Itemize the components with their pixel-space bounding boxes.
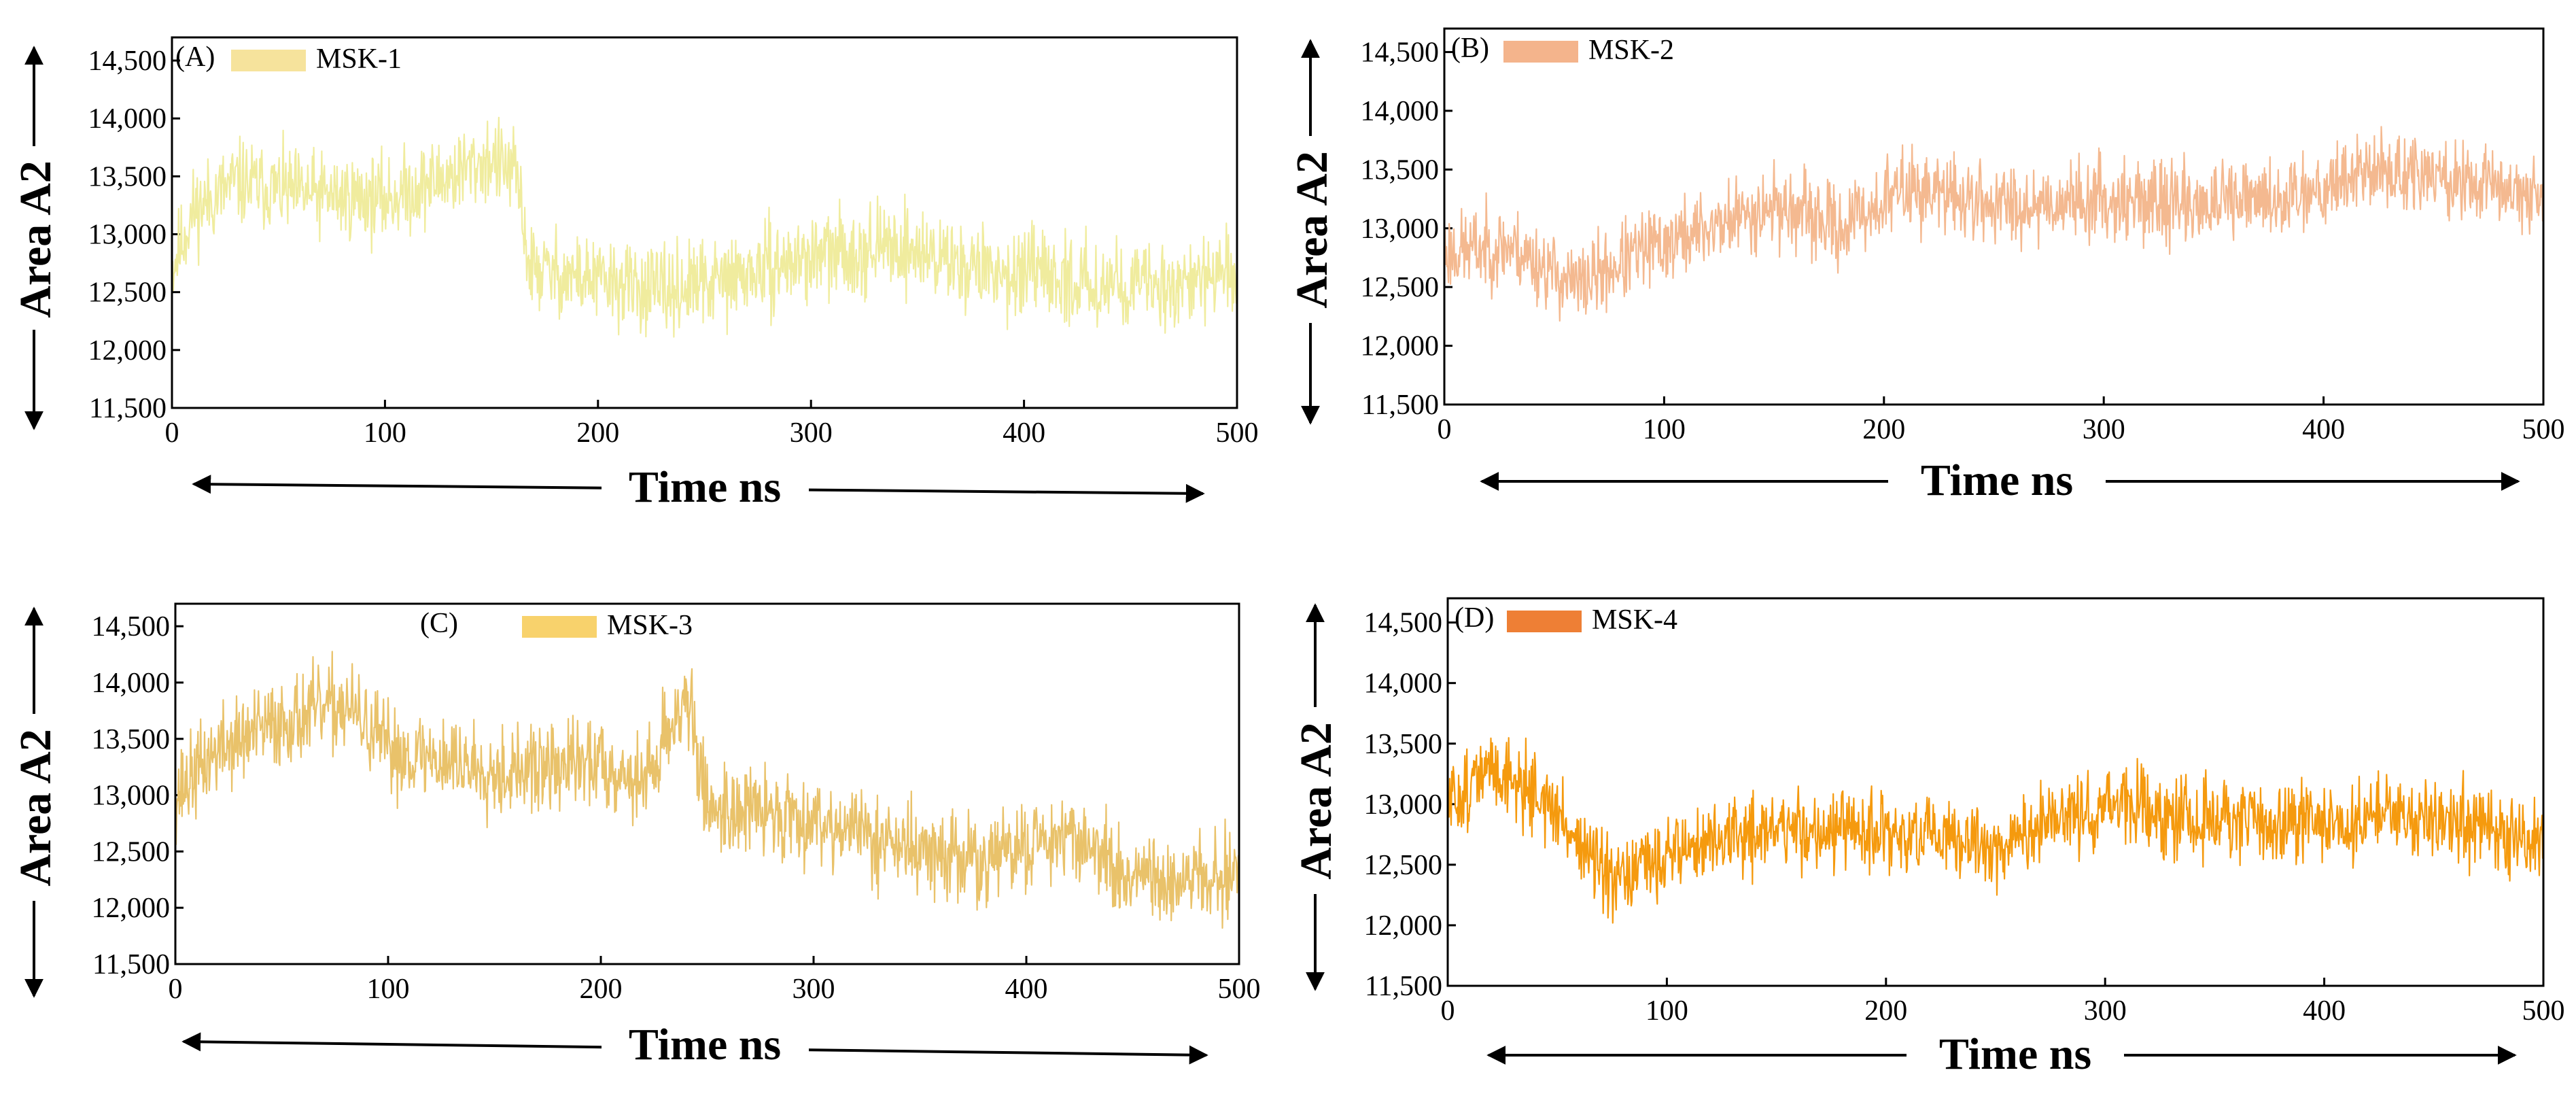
y-tick-label: 12,500: [88, 277, 167, 309]
x-axis-label: Time ns: [1939, 1029, 2091, 1079]
panel-d: Area A2 Time ns 11,500 12,000 12,500 13,000…: [1291, 597, 2565, 1088]
x-tick-label: 300: [2084, 995, 2127, 1027]
y-tick-label: 14,000: [1364, 668, 1443, 700]
panel-a: Area A2 Time ns 11,500 12,000 12,500 13,000…: [11, 36, 1259, 513]
x-tick-label: 0: [165, 417, 179, 449]
y-tick-label: 14,000: [1361, 96, 1440, 127]
y-axis-label: Area A2: [11, 729, 60, 887]
legend-label: MSK-1: [316, 44, 402, 75]
y-axis-label: Area A2: [1291, 722, 1341, 880]
y-tick-label: 13,500: [1364, 729, 1443, 760]
legend-label: MSK-3: [607, 610, 693, 641]
plot-area: [1443, 126, 2545, 322]
y-tick-label: 12,000: [1364, 910, 1443, 942]
legend-swatch: [1507, 611, 1582, 632]
plot-frame: [171, 36, 1238, 409]
legend: (B) MSK-2: [1451, 33, 1674, 66]
x-tick-label: 0: [1438, 414, 1452, 445]
plot-area: [174, 651, 1240, 929]
x-tick-label: 500: [2522, 414, 2565, 445]
legend: (C) MSK-3: [420, 608, 693, 641]
x-tick-label: 400: [1005, 974, 1048, 1005]
x-tick-label: 200: [1862, 414, 1905, 445]
legend-swatch: [522, 616, 597, 638]
plot-frame: [1443, 27, 2545, 406]
legend-swatch: [1503, 41, 1578, 63]
x-tick-label: 500: [1218, 974, 1261, 1005]
plot-frame: [1446, 597, 2545, 987]
y-tick-label: 13,500: [88, 161, 167, 192]
y-tick-label: 14,000: [92, 668, 171, 699]
x-tick-label: 100: [1643, 414, 1686, 445]
series-line: [171, 116, 1238, 338]
y-tick-label: 13,000: [92, 780, 171, 812]
y-tick-label: 12,000: [92, 893, 171, 924]
y-tick-label: 13,500: [1361, 154, 1440, 186]
y-tick-label: 13,000: [1361, 213, 1440, 245]
panel-c: Area A2 Time ns 11,500 12,000 12,500 13,000…: [11, 602, 1261, 1074]
x-tick-label: 200: [580, 974, 623, 1005]
y-axis-label: Area A2: [1287, 151, 1337, 309]
y-tick-label: 14,500: [1361, 37, 1440, 69]
legend: (A) MSK-1: [175, 41, 402, 75]
y-tick-label: 11,500: [1365, 971, 1442, 1002]
x-tick-label: 300: [790, 417, 833, 449]
y-tick-label: 13,500: [92, 724, 171, 755]
panel-tag: (C): [420, 608, 458, 639]
legend-swatch: [231, 50, 306, 71]
y-tick-label: 12,500: [92, 836, 171, 868]
x-axis-label: Time ns: [1921, 456, 2073, 505]
y-tick-label: 14,000: [88, 103, 167, 135]
x-tick-label: 0: [169, 974, 183, 1005]
series-line: [1446, 737, 2545, 924]
y-tick-label: 14,500: [1364, 608, 1443, 639]
x-tick-label: 400: [1003, 417, 1045, 449]
plot-frame: [174, 602, 1240, 965]
y-tick-label: 14,500: [92, 611, 171, 642]
panel-tag: (A): [175, 41, 215, 73]
series-line: [174, 651, 1240, 929]
x-tick-label: 0: [1441, 995, 1455, 1027]
x-tick-label: 100: [1646, 995, 1688, 1027]
x-tick-label: 200: [576, 417, 619, 449]
panel-b: Area A2 Time ns 11,500 12,000 12,500 13,000…: [1287, 27, 2565, 510]
plot-area: [171, 116, 1238, 338]
y-tick-label: 13,000: [88, 220, 167, 251]
x-tick-label: 200: [1864, 995, 1907, 1027]
series-line: [1443, 126, 2545, 322]
y-tick-label: 11,500: [89, 393, 167, 424]
x-tick-label: 500: [1216, 417, 1259, 449]
x-axis-label: Time ns: [629, 1020, 781, 1069]
x-tick-label: 300: [793, 974, 835, 1005]
y-tick-label: 14,500: [88, 46, 167, 77]
x-axis-label: Time ns: [629, 462, 781, 512]
y-tick-label: 12,500: [1361, 272, 1440, 303]
x-tick-label: 400: [2303, 995, 2346, 1027]
x-tick-label: 100: [367, 974, 410, 1005]
y-tick-label: 11,500: [92, 949, 170, 980]
legend-label: MSK-2: [1588, 35, 1674, 66]
y-tick-label: 11,500: [1361, 390, 1439, 421]
y-tick-label: 12,000: [88, 335, 167, 366]
x-tick-label: 500: [2522, 995, 2565, 1027]
plot-area: [1446, 737, 2545, 924]
y-tick-label: 12,500: [1364, 850, 1443, 881]
x-tick-label: 100: [364, 417, 406, 449]
y-tick-label: 12,000: [1361, 331, 1440, 362]
legend-label: MSK-4: [1592, 604, 1677, 636]
y-tick-label: 13,000: [1364, 789, 1443, 821]
panel-tag: (D): [1455, 602, 1494, 634]
panel-tag: (B): [1451, 33, 1489, 64]
x-tick-label: 400: [2302, 414, 2345, 445]
x-tick-label: 300: [2083, 414, 2125, 445]
legend: (D) MSK-4: [1455, 602, 1677, 636]
y-axis-label: Area A2: [11, 160, 60, 318]
